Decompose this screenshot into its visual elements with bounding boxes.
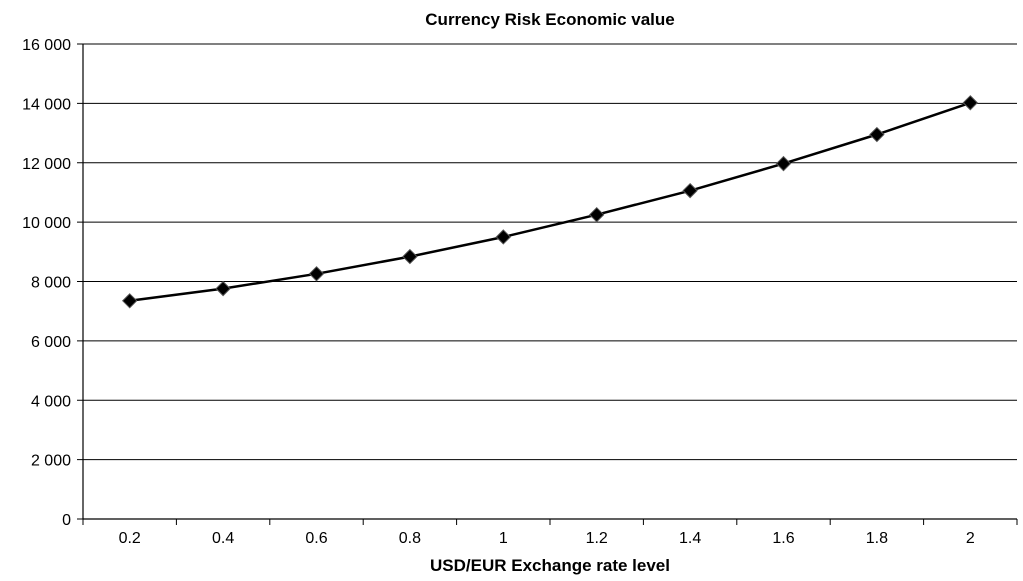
y-tick-label: 0 — [62, 512, 71, 529]
x-axis-label: USD/EUR Exchange rate level — [430, 556, 670, 575]
x-tick-label: 0.4 — [212, 530, 234, 547]
data-point — [495, 229, 512, 245]
x-tick-label: 1.6 — [772, 530, 794, 547]
data-point — [588, 206, 605, 223]
x-tick-label: 1.2 — [586, 530, 608, 547]
data-point — [962, 95, 979, 111]
y-tick-label: 16 000 — [22, 37, 71, 54]
x-tick-label: 0.6 — [305, 530, 327, 547]
y-axis-ticks: 0 2 000 4 000 6 000 8 000 10 000 12 000 14 000 1… — [22, 37, 83, 529]
x-tick-label: 1 — [499, 530, 508, 547]
series-layer — [121, 95, 979, 309]
x-tick-label: 1.4 — [679, 530, 701, 547]
x-tick-label: 2 — [966, 530, 975, 547]
x-axis-ticks: 0.2 0.4 0.6 0.8 1 1.2 1.4 1.6 1.8 2 — [82, 519, 1018, 547]
data-point — [308, 266, 325, 282]
y-tick-label: 8 000 — [31, 275, 71, 292]
y-tick-label: 10 000 — [22, 215, 71, 232]
data-point — [121, 293, 138, 309]
series-line — [129, 101, 971, 303]
data-point — [682, 182, 698, 199]
y-tick-label: 12 000 — [22, 156, 71, 173]
x-tick-label: 0.8 — [399, 530, 421, 547]
y-tick-label: 2 000 — [31, 453, 71, 470]
data-point — [215, 280, 231, 297]
gridlines — [83, 43, 1017, 461]
data-point — [402, 248, 418, 265]
y-tick-label: 14 000 — [22, 96, 71, 113]
x-tick-label: 1.8 — [866, 530, 888, 547]
y-tick-label: 6 000 — [31, 334, 71, 351]
data-point — [869, 126, 885, 143]
data-point — [775, 155, 792, 172]
y-tick-label: 4 000 — [31, 393, 71, 410]
x-tick-label: 0.2 — [119, 530, 141, 547]
chart-title: Currency Risk Economic value — [425, 10, 674, 29]
